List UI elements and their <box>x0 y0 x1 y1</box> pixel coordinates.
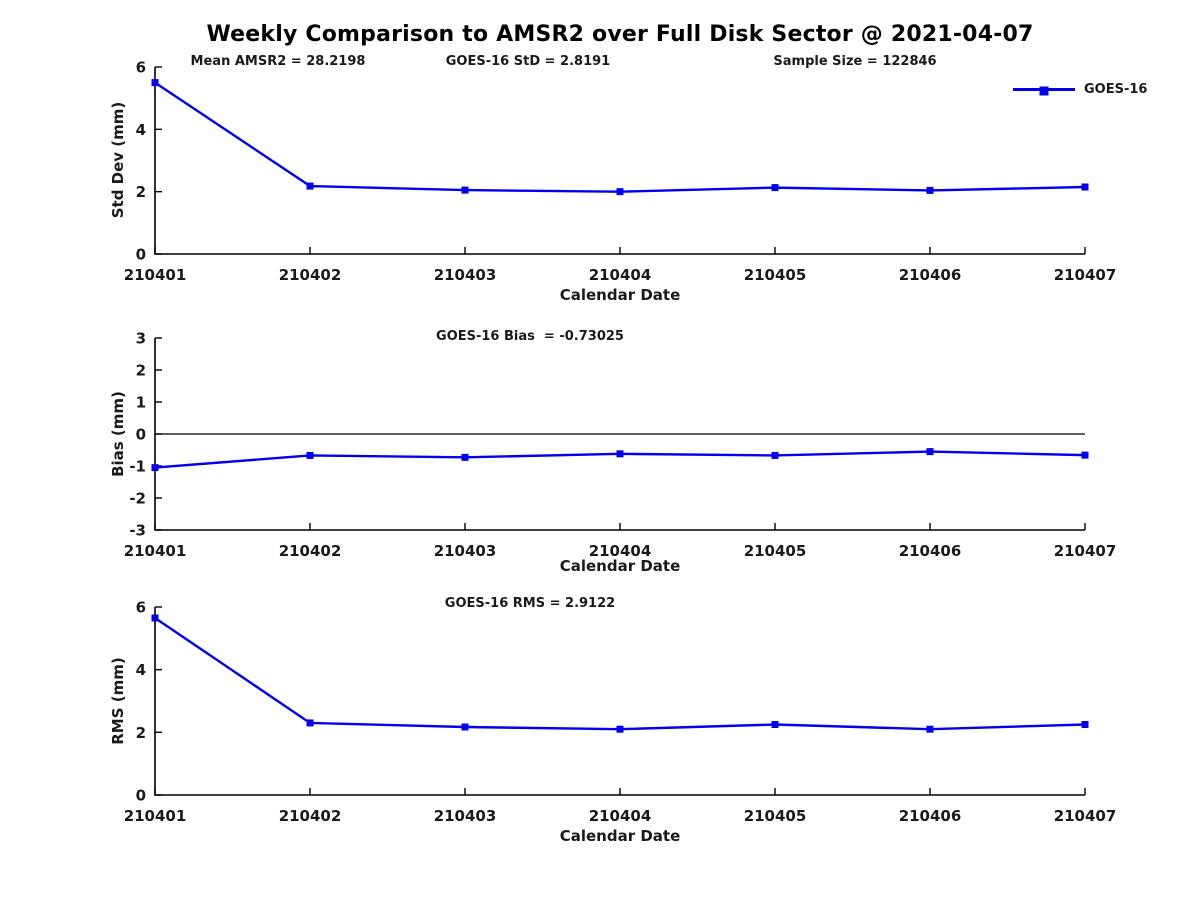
annotation-goes16-std: GOES-16 StD = 2.8191 <box>445 54 611 69</box>
y-tick-label: 0 <box>136 787 146 805</box>
annotation-goes16-rms: GOES-16 RMS = 2.9122 <box>444 596 616 611</box>
rms-data-marker <box>151 614 159 622</box>
y-tick-label: 2 <box>136 362 146 380</box>
bias-plot: -3 -2 -1 0 1 2 3 210401 210402 210403 210404 210405… <box>124 330 1117 561</box>
bias-data-marker <box>461 453 469 461</box>
std-dev-plot: 0 2 4 6 210401 210402 210403 210404 210405 210406… <box>124 59 1117 285</box>
legend-square-marker-icon <box>1039 86 1049 95</box>
bias-data-marker <box>771 451 779 459</box>
y-tick-label: 4 <box>136 661 146 679</box>
annotation-mean-amsr2: Mean AMSR2 = 28.2198 <box>190 54 366 69</box>
rms-data-marker <box>771 721 779 728</box>
std-dev-data-marker <box>151 79 159 87</box>
x-tick-label: 210401 <box>124 807 187 825</box>
rms-data-marker <box>616 725 624 733</box>
x-tick-label: 210407 <box>1054 807 1117 825</box>
std-dev-data-marker <box>1081 183 1089 191</box>
bias-data-marker <box>1081 451 1089 459</box>
bias-xlabel: Calendar Date <box>559 557 681 575</box>
rms-data-marker <box>306 719 314 727</box>
y-tick-label: -2 <box>129 490 146 508</box>
std-dev-data-marker <box>461 186 469 194</box>
bias-data-marker <box>151 464 159 472</box>
x-tick-label: 210403 <box>434 266 497 284</box>
y-tick-label: 2 <box>136 724 146 742</box>
x-tick-label: 210406 <box>899 807 962 825</box>
rms-data-marker <box>926 725 934 733</box>
annotation-goes16-bias: GOES-16 Bias = -0.73025 <box>436 329 624 344</box>
y-tick-label: 6 <box>136 59 146 77</box>
y-tick-label: 1 <box>136 394 146 412</box>
x-tick-label: 210406 <box>899 266 962 284</box>
y-tick-label: 2 <box>136 183 146 201</box>
std-dev-data-marker <box>771 184 779 192</box>
y-tick-label: 4 <box>136 121 146 139</box>
bias-data-marker <box>616 450 624 458</box>
std-dev-data-marker <box>926 186 934 194</box>
stddev-xlabel: Calendar Date <box>559 286 681 304</box>
bias-ylabel: Bias (mm) <box>109 391 127 477</box>
legend-label: GOES-16 <box>1084 81 1148 97</box>
y-tick-label: 3 <box>136 330 146 348</box>
x-tick-label: 210406 <box>899 542 962 560</box>
x-tick-label: 210404 <box>589 266 652 284</box>
x-tick-label: 210402 <box>279 807 342 825</box>
rms-ylabel: RMS (mm) <box>109 657 127 745</box>
rms-series-line <box>154 616 1086 731</box>
std-dev-data-marker <box>616 188 624 196</box>
x-tick-label: 210401 <box>124 266 187 284</box>
std-dev-data-marker <box>306 182 314 190</box>
x-tick-label: 210401 <box>124 542 187 560</box>
annotation-sample-size: Sample Size = 122846 <box>773 54 937 69</box>
legend-line-swatch <box>1013 86 1075 95</box>
x-tick-label: 210405 <box>744 542 807 560</box>
y-tick-label: -1 <box>129 458 146 476</box>
x-tick-label: 210404 <box>589 542 652 560</box>
x-tick-label: 210405 <box>744 266 807 284</box>
x-tick-label: 210405 <box>744 807 807 825</box>
rms-data-marker <box>1081 721 1089 728</box>
axis-spines <box>154 607 1085 796</box>
std-dev-series-line <box>154 81 1086 193</box>
bias-data-marker <box>306 451 314 459</box>
y-tick-label: -3 <box>129 522 146 540</box>
x-tick-label: 210407 <box>1054 542 1117 560</box>
stddev-ylabel: Std Dev (mm) <box>109 101 127 219</box>
figure-title: Weekly Comparison to AMSR2 over Full Dis… <box>206 22 1034 47</box>
x-tick-label: 210403 <box>434 542 497 560</box>
rms-plot: 0 2 4 6 210401 210402 210403 210404 210405 210406… <box>124 599 1117 826</box>
rms-data-marker <box>461 723 469 731</box>
bias-data-marker <box>926 448 934 456</box>
x-tick-label: 210404 <box>589 807 652 825</box>
y-tick-label: 0 <box>136 246 146 264</box>
x-tick-label: 210402 <box>279 542 342 560</box>
legend: GOES-16 <box>1013 81 1147 97</box>
axis-spines <box>154 338 1085 531</box>
y-tick-label: 0 <box>136 426 146 444</box>
x-tick-label: 210403 <box>434 807 497 825</box>
y-tick-label: 6 <box>136 599 146 617</box>
axis-spines <box>154 67 1085 255</box>
rms-xlabel: Calendar Date <box>559 827 681 845</box>
x-tick-label: 210407 <box>1054 266 1117 284</box>
x-tick-label: 210402 <box>279 266 342 284</box>
